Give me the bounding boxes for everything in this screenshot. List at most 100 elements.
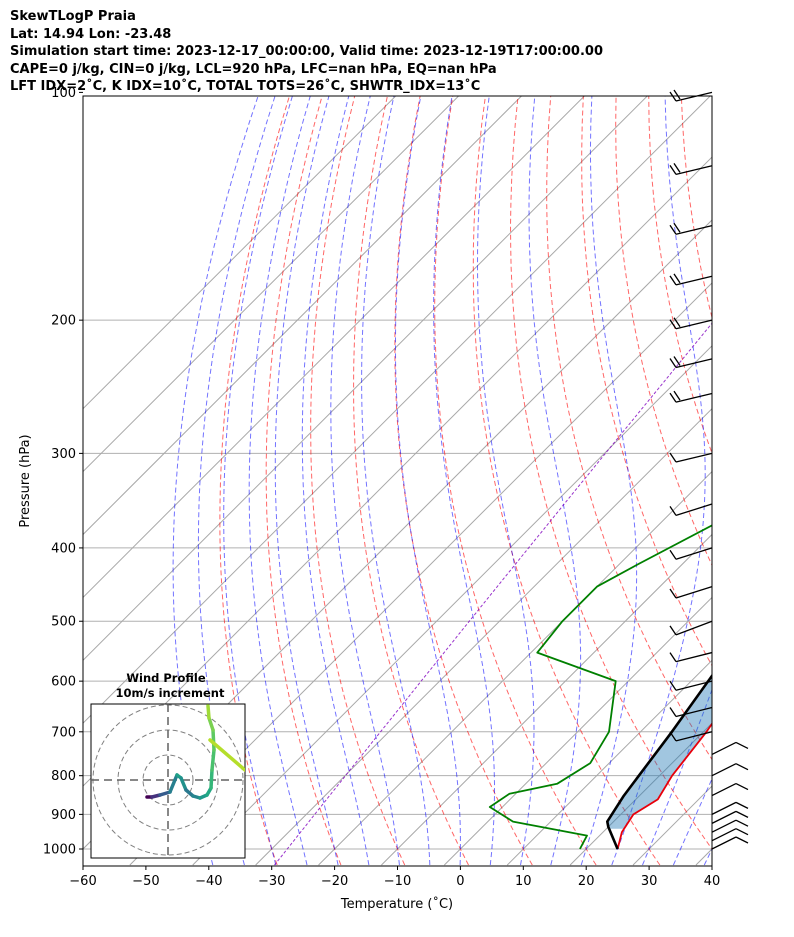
hodograph-segment — [168, 773, 179, 794]
x-tick-label: −40 — [195, 874, 222, 889]
wind-barb-staff — [711, 836, 737, 850]
moist-adiabat — [301, 96, 370, 866]
parcel-line — [605, 673, 712, 850]
wind-barb-staff — [711, 810, 737, 824]
wind-barb-flag — [669, 588, 677, 599]
wind-barb-flag — [669, 91, 677, 102]
wind-barb-staff — [675, 547, 713, 560]
wind-barb-flag — [735, 741, 749, 750]
wind-barb-staff — [711, 783, 737, 797]
y-tick-label: 400 — [51, 541, 76, 556]
wind-barb-flag — [673, 356, 681, 366]
x-tick-label: −20 — [321, 874, 348, 889]
dry-adiabat — [714, 92, 794, 865]
isotherm-gridline — [569, 722, 712, 866]
x-tick-label: 40 — [704, 874, 721, 889]
hodograph-segment — [208, 738, 245, 772]
wind-barb — [669, 390, 713, 403]
wind-barb-flag — [669, 452, 677, 463]
wind-barbs — [669, 89, 749, 850]
hodograph-segment — [211, 728, 216, 752]
x-tick-label: −30 — [258, 874, 285, 889]
dry-adiabat — [680, 96, 712, 320]
inset-title: Wind Profile — [126, 671, 206, 685]
wind-barb — [669, 503, 713, 517]
wind-barb-staff — [675, 452, 713, 463]
wind-barb-flag — [735, 763, 749, 771]
wind-barb-flag — [669, 392, 677, 403]
moist-adiabat — [672, 777, 712, 866]
x-tick-label: 30 — [641, 874, 658, 889]
moist-adiabat — [580, 96, 638, 866]
wind-barb-staff — [675, 620, 713, 636]
isotherm-gridline — [444, 596, 712, 866]
dry-adiabat — [310, 96, 406, 866]
wind-barb-flag — [735, 836, 749, 844]
wind-barb-staff — [675, 165, 713, 175]
moist-adiabat — [476, 96, 535, 866]
moist-adiabat — [172, 96, 259, 866]
isotherm-gridline — [381, 533, 712, 866]
chart-title: SkewTLogP Praia — [10, 9, 136, 24]
hodograph-segment — [206, 704, 211, 720]
isotherm-gridline — [83, 96, 523, 536]
wind-barb-flag — [673, 162, 681, 173]
moist-adiabat — [361, 96, 431, 866]
dry-adiabat — [472, 96, 661, 866]
wind-barb-flag — [669, 549, 677, 560]
wind-barb-flag — [673, 222, 681, 233]
wind-barb-staff — [711, 741, 737, 756]
hodograph-segment — [207, 716, 215, 732]
hodograph-trace — [145, 704, 245, 800]
wind-barb — [711, 836, 749, 850]
y-tick-label: 1000 — [43, 843, 76, 858]
dry-adiabat — [546, 96, 712, 761]
wind-barb — [669, 273, 713, 286]
y-tick-label: 100 — [51, 86, 76, 101]
dewpoint-line — [488, 524, 712, 850]
hodograph-segment — [210, 748, 216, 772]
profile-series — [488, 524, 712, 850]
wind-barb-staff — [675, 91, 713, 102]
y-tick-label: 800 — [51, 769, 76, 784]
dry-adiabat — [648, 96, 712, 455]
moist-adiabat — [642, 688, 712, 866]
hodograph-segment — [179, 776, 188, 792]
wind-barb — [669, 89, 713, 102]
wind-barb-staff — [675, 586, 713, 599]
y-tick-label: 900 — [51, 808, 76, 823]
isotherm-gridline — [318, 470, 712, 866]
wind-barb — [711, 741, 749, 756]
dry-adiabat — [509, 96, 712, 850]
simulation-time-line: Simulation start time: 2023-12-17_00:00:… — [10, 44, 603, 59]
wind-barb-flag — [669, 625, 677, 636]
wind-barb-staff — [675, 275, 713, 286]
isotherm-gridline — [83, 96, 397, 410]
wind-barb — [711, 801, 749, 815]
wind-barb — [669, 731, 713, 742]
wind-barb-flag — [669, 506, 677, 516]
wind-barb — [669, 356, 713, 369]
wind-barb — [669, 620, 713, 636]
y-axis-label: Pressure (hPa) — [18, 434, 33, 527]
hodograph-segment — [209, 768, 214, 790]
wind-barb-staff — [711, 828, 737, 842]
wind-barb-staff — [711, 801, 737, 815]
y-tick-label: 500 — [51, 615, 76, 630]
wind-barb — [711, 828, 749, 842]
wind-barb-flag — [735, 783, 749, 791]
wind-barb — [711, 763, 749, 777]
dry-adiabat — [353, 96, 469, 866]
y-tick-label: 300 — [51, 447, 76, 462]
wind-barb-flag — [673, 89, 681, 100]
wind-barb-staff — [675, 358, 713, 369]
adiabat-lines — [172, 92, 794, 866]
wind-barb-staff — [711, 763, 737, 777]
wind-barb — [669, 222, 713, 235]
isotherm-gridline — [129, 282, 712, 866]
wind-barb-flag — [669, 680, 677, 691]
cape-region — [607, 675, 712, 829]
wind-barb-staff — [675, 731, 713, 742]
isotherm-gridline — [83, 96, 460, 473]
wind-barb-flag — [673, 273, 681, 284]
